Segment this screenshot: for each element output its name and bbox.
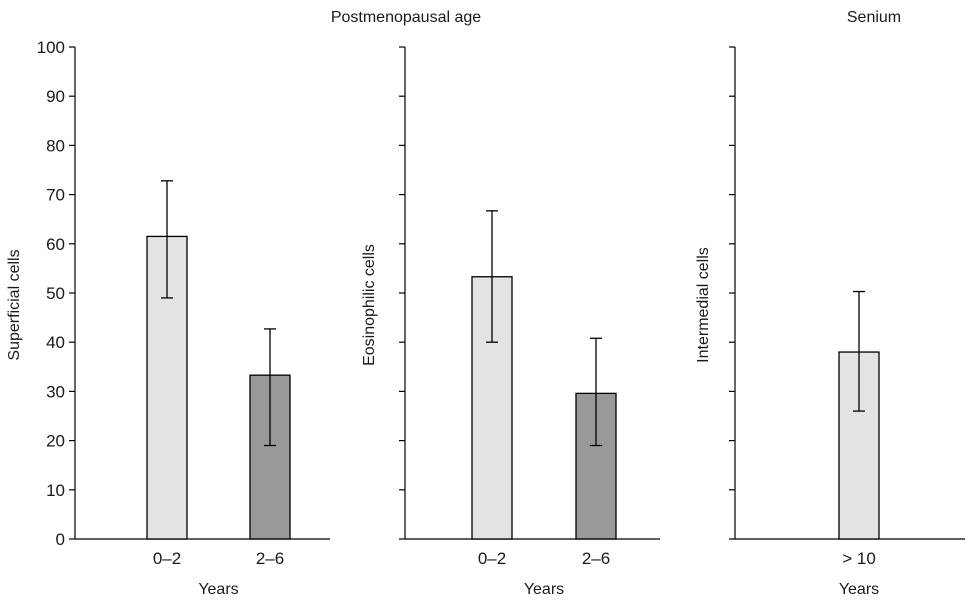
bar (146, 235, 188, 540)
y-tick-label: 40 (46, 333, 65, 352)
x-tick-label: 0–2 (153, 549, 181, 568)
x-axis-label: Years (198, 581, 238, 598)
y-tick-label: 70 (46, 186, 65, 205)
y-tick-label: 90 (46, 87, 65, 106)
chart-title: Postmenopausal age (331, 9, 481, 26)
y-tick-label: 30 (46, 382, 65, 401)
y-axis-label: Intermedial cells (695, 247, 712, 363)
y-axis-label: Eosinophilic cells (361, 244, 378, 366)
y-tick-label: 20 (46, 432, 65, 451)
y-tick-label: 100 (37, 38, 65, 57)
y-tick-label: 50 (46, 284, 65, 303)
x-tick-label: > 10 (842, 549, 876, 568)
x-tick-label: 2–6 (256, 549, 284, 568)
y-tick-label: 0 (56, 530, 65, 549)
y-tick-label: 10 (46, 481, 65, 500)
x-axis-label: Years (524, 581, 564, 598)
y-tick-label: 60 (46, 235, 65, 254)
x-axis-label: Years (839, 581, 879, 598)
x-tick-label: 0–2 (478, 549, 506, 568)
x-tick-label: 2–6 (582, 549, 610, 568)
y-tick-label: 80 (46, 136, 65, 155)
chart-title: Senium (847, 9, 901, 26)
y-axis-label: Superficial cells (6, 249, 23, 360)
